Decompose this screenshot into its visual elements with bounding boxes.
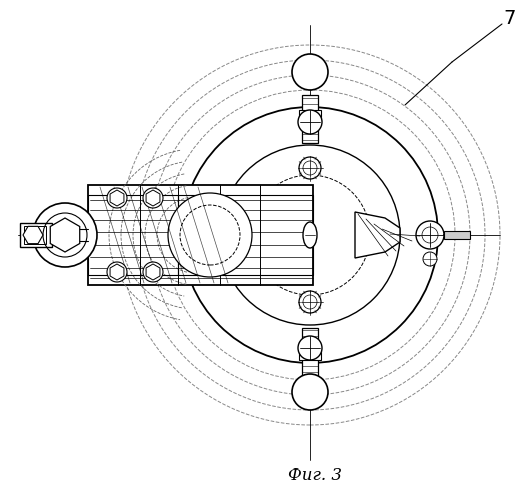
Bar [20, 223, 52, 247]
Circle shape [298, 110, 322, 134]
Circle shape [107, 262, 127, 282]
Circle shape [107, 188, 127, 208]
Text: Фиг. 3: Фиг. 3 [288, 467, 342, 484]
Bar [299, 110, 321, 122]
Circle shape [423, 252, 437, 266]
Ellipse shape [303, 222, 317, 248]
Bar [178, 195, 313, 275]
Bar [24, 226, 46, 244]
Circle shape [292, 54, 328, 90]
Circle shape [143, 188, 163, 208]
Circle shape [168, 193, 252, 277]
Bar [88, 195, 178, 275]
Bar [444, 231, 470, 239]
Circle shape [299, 291, 321, 313]
Circle shape [182, 107, 438, 363]
Bar [302, 95, 318, 143]
Circle shape [33, 203, 97, 267]
Polygon shape [23, 227, 43, 244]
Bar [299, 348, 321, 360]
Circle shape [299, 157, 321, 179]
Circle shape [292, 374, 328, 410]
Circle shape [298, 336, 322, 360]
Circle shape [143, 262, 163, 282]
Circle shape [416, 221, 444, 249]
Circle shape [220, 145, 400, 325]
Text: 7: 7 [504, 8, 516, 27]
Polygon shape [355, 212, 400, 258]
Bar [302, 328, 318, 376]
Bar [88, 185, 313, 285]
Polygon shape [50, 218, 80, 252]
